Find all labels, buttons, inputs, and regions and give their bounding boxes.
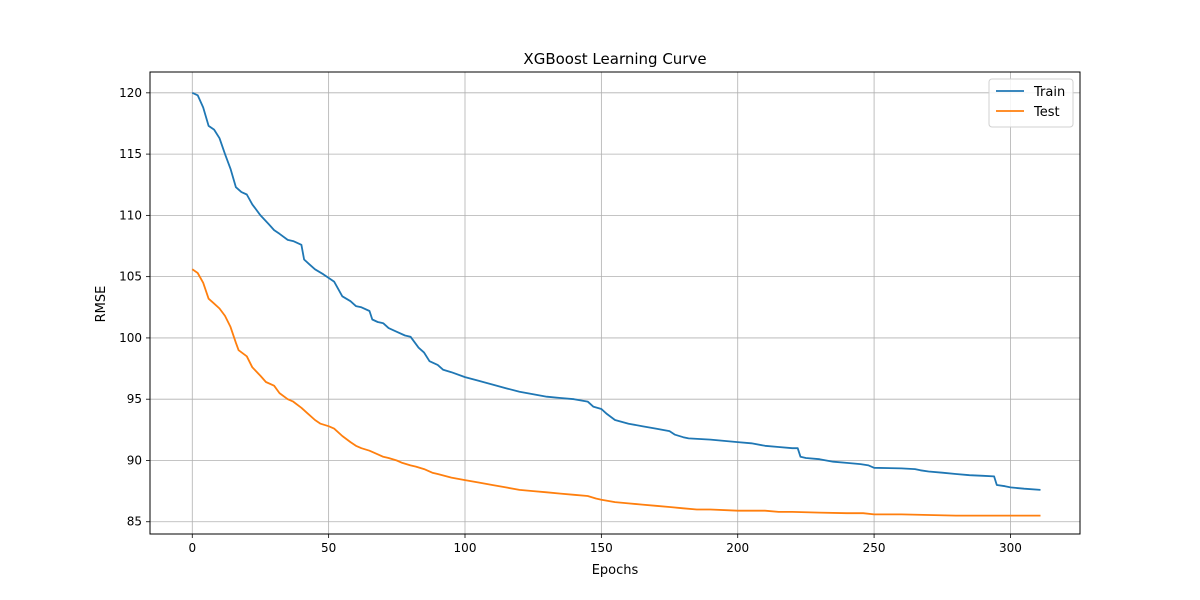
y-tick-label: 120	[119, 86, 142, 100]
y-tick-label: 100	[119, 331, 142, 345]
legend-label-test: Test	[1033, 105, 1060, 120]
series-line-test	[191, 268, 1041, 517]
y-axis-label: RMSE	[94, 286, 109, 323]
y-tick-label: 90	[127, 453, 142, 467]
x-tick-label: 250	[863, 541, 886, 555]
x-axis-label: Epochs	[592, 563, 639, 578]
x-tick-label: 300	[999, 541, 1022, 555]
legend-label-train: Train	[1033, 85, 1065, 100]
x-tick-label: 100	[454, 541, 477, 555]
plot-frame	[149, 71, 1081, 535]
y-tick-label: 115	[119, 147, 142, 161]
series-lines	[191, 91, 1041, 517]
y-tick-label: 85	[127, 515, 142, 529]
y-tick-label: 105	[119, 270, 142, 284]
legend: Train Test	[988, 78, 1074, 128]
x-tick-label: 0	[188, 541, 196, 555]
chart-title: XGBoost Learning Curve	[523, 50, 706, 68]
x-tick-label: 150	[590, 541, 613, 555]
series-line-train	[191, 91, 1041, 491]
axis-ticks: 0 50 100 150 200 250 300 85 90 95 100 105 110 115 120	[119, 86, 1022, 555]
y-tick-label: 95	[127, 392, 142, 406]
x-tick-label: 200	[726, 541, 749, 555]
grid	[150, 72, 1080, 534]
y-tick-label: 110	[119, 208, 142, 222]
x-tick-label: 50	[321, 541, 336, 555]
